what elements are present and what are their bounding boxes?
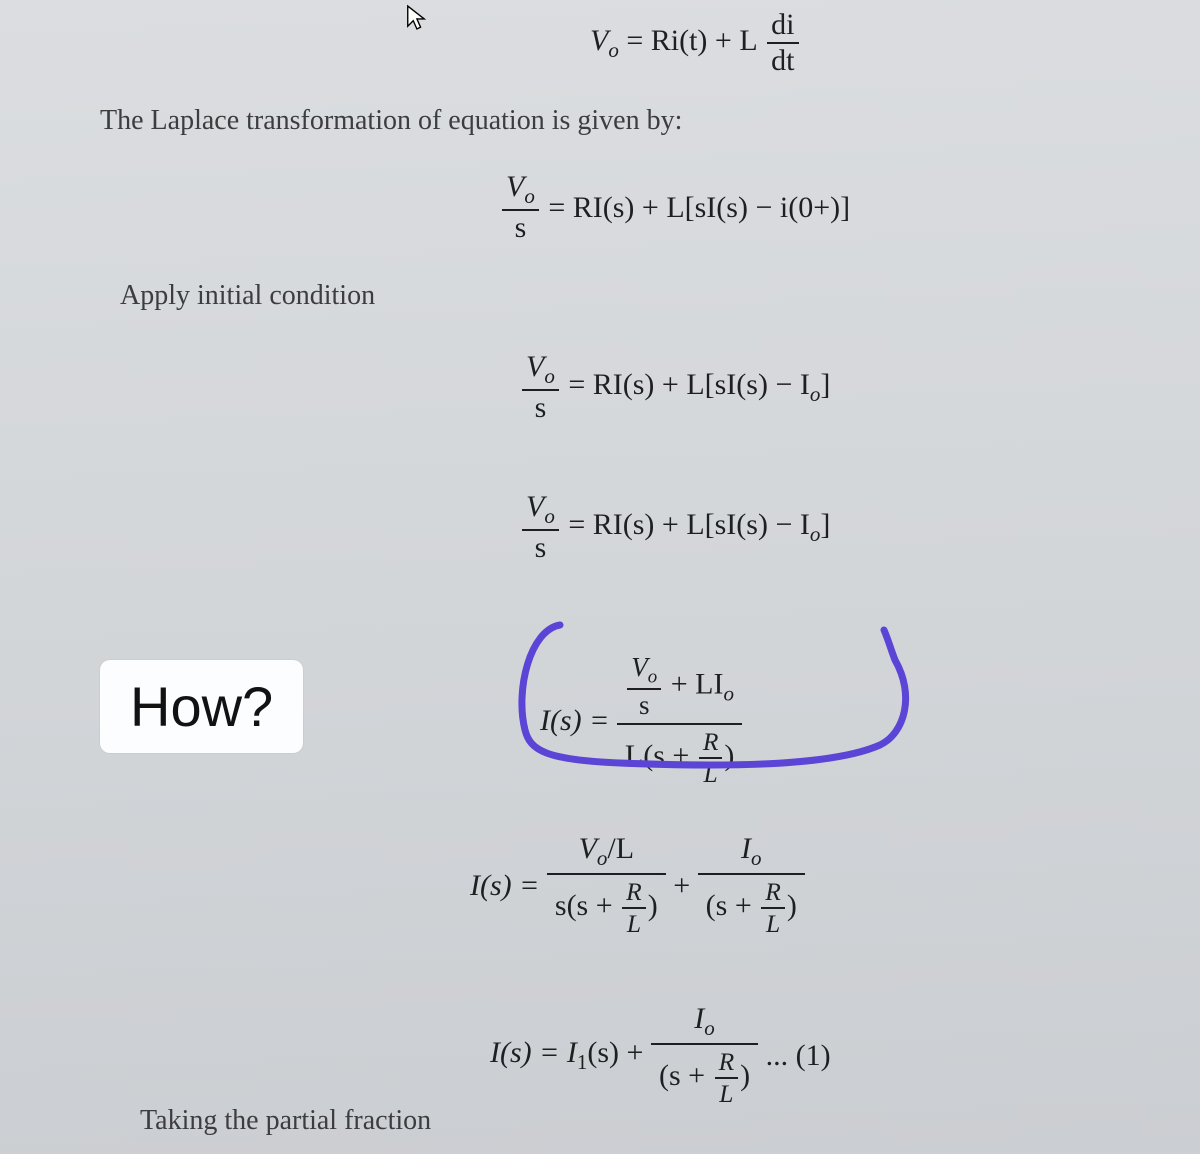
eq5-lhs: I(s) =: [540, 704, 609, 738]
equation-4: Vo s = RI(s) + L[sI(s) − Io]: [520, 490, 830, 565]
eq7-lhs-b: (s) +: [587, 1036, 643, 1069]
eq2-den: s: [502, 209, 539, 245]
eq6-t1-num-sub: o: [597, 846, 608, 870]
eq7-t-num-sub: o: [704, 1016, 715, 1040]
eq5-num-v: V: [631, 652, 648, 682]
equation-7: I(s) = I1(s) + Io (s + RL) ... (1): [490, 1000, 831, 1111]
eq5-num-b: + LI: [671, 668, 724, 701]
eq6-t1-den-a: s(s +: [555, 889, 620, 922]
equation-6: I(s) = Vo/L s(s + RL) + Io (s + RL): [470, 830, 805, 941]
eq6-t2-den-b: ): [787, 889, 797, 922]
eq7-lhs-a: I(s) = I: [490, 1036, 577, 1069]
eq6-t2-num: I: [741, 832, 751, 865]
text-partial: Taking the partial fraction: [140, 1105, 431, 1137]
eq3-num-v: V: [526, 350, 544, 383]
eq4-rhs-end: ]: [820, 508, 830, 541]
eq6-lhs: I(s) =: [470, 869, 539, 903]
eq2-rhs: = RI(s) + L[sI(s) − i(0+)]: [548, 191, 850, 225]
equation-1: Vo = Ri(t) + L di dt: [590, 8, 801, 78]
eq1-rhs-a: = Ri(t) + L: [619, 24, 758, 57]
eq3-den: s: [522, 389, 559, 425]
eq6-t2-num-sub: o: [751, 846, 762, 870]
eq7-t-den-b: ): [740, 1059, 750, 1092]
eq1-frac-den: dt: [767, 42, 798, 78]
eq7-t-den-a: (s +: [659, 1059, 713, 1092]
eq7-t-num: I: [694, 1002, 704, 1035]
eq3-rhs-sub: o: [810, 382, 821, 406]
eq7-lhs-sub: 1: [577, 1050, 588, 1074]
eq6-t1-den-b: ): [648, 889, 658, 922]
eq4-den: s: [522, 529, 559, 565]
how-label: How?: [100, 660, 303, 753]
eq6-plus: +: [673, 869, 690, 903]
eq3-rhs-end: ]: [820, 368, 830, 401]
page-root: Vo = Ri(t) + L di dt The Laplace transfo…: [0, 0, 1200, 1154]
eq5-num-s: s: [627, 688, 661, 721]
eq2-num-v: V: [506, 170, 524, 203]
eq3-num-sub: o: [544, 364, 555, 388]
eq6-t2-den-den: L: [761, 907, 785, 939]
eq2-num-sub: o: [524, 184, 535, 208]
equation-5: I(s) = Vo s + LIo L(s + RL): [540, 650, 742, 791]
eq6-t1-num-v: V: [579, 832, 597, 865]
eq1-frac-num: di: [767, 8, 798, 42]
eq5-den-a: L(s +: [625, 739, 697, 772]
eq1-v: V: [590, 24, 608, 57]
eq7-t-den-num: R: [715, 1047, 739, 1077]
eq4-num-sub: o: [544, 504, 555, 528]
eq4-rhs-a: = RI(s) + L[sI(s) − I: [568, 508, 810, 541]
eq6-t1-num-b: /L: [607, 832, 634, 865]
eq6-t2-den-num: R: [761, 877, 785, 907]
eq7-tag: ... (1): [766, 1039, 831, 1073]
equation-3: Vo s = RI(s) + L[sI(s) − Io]: [520, 350, 830, 425]
eq5-den-frac-num: R: [699, 727, 723, 757]
eq6-t2-den-a: (s +: [706, 889, 760, 922]
cursor-icon: [405, 4, 427, 32]
text-laplace: The Laplace transformation of equation i…: [100, 105, 682, 137]
eq4-num-v: V: [526, 490, 544, 523]
eq5-den-b: ): [724, 739, 734, 772]
eq6-t1-den-den: L: [622, 907, 646, 939]
text-apply: Apply initial condition: [120, 280, 375, 312]
eq7-t-den-den: L: [715, 1077, 739, 1109]
eq5-num-v-sub: o: [648, 666, 657, 687]
equation-2: Vo s = RI(s) + L[sI(s) − i(0+)]: [500, 170, 850, 245]
eq5-num-b-sub: o: [723, 682, 734, 706]
eq1-vo-sub: o: [608, 38, 619, 62]
eq4-rhs-sub: o: [810, 522, 821, 546]
eq3-rhs-a: = RI(s) + L[sI(s) − I: [568, 368, 810, 401]
eq5-den-frac-den: L: [699, 757, 723, 789]
eq6-t1-den-num: R: [622, 877, 646, 907]
